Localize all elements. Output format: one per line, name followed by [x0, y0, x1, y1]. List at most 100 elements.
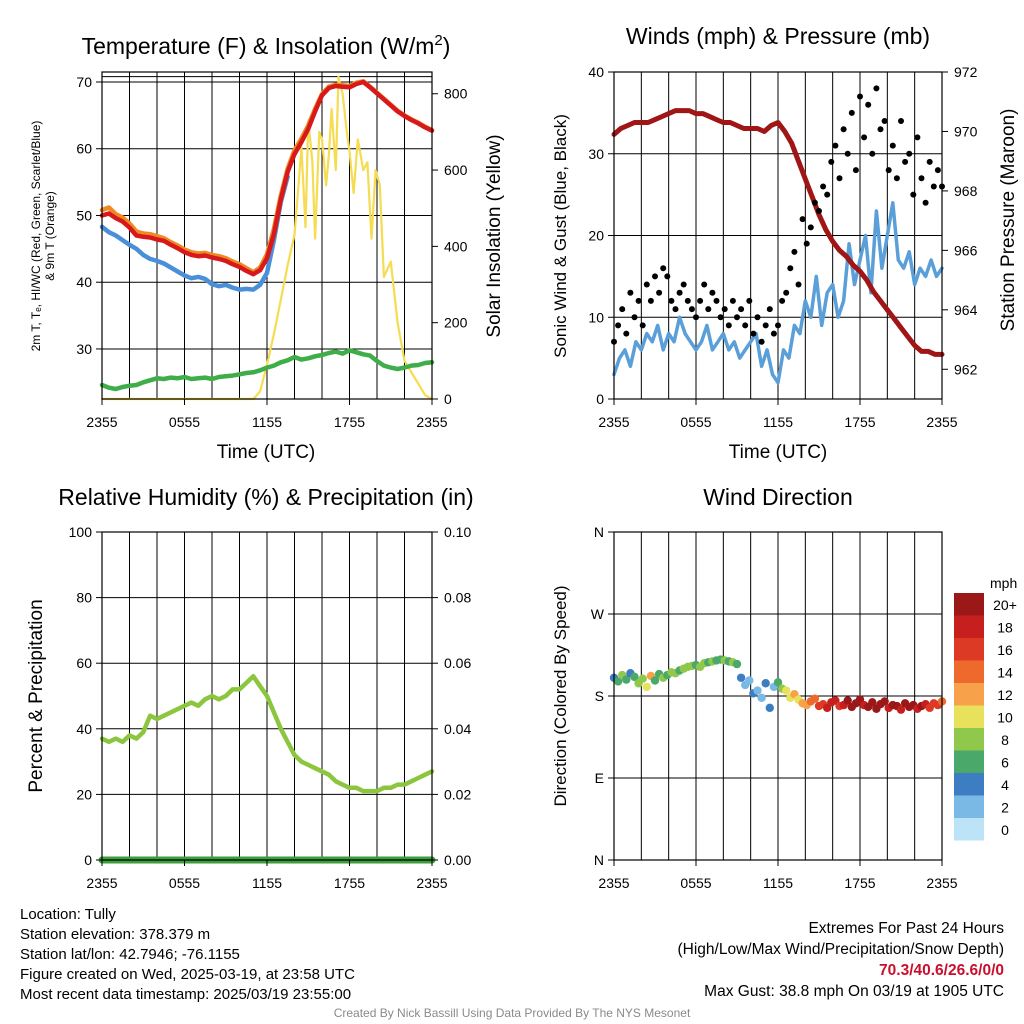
series-line-dewpoint	[99, 174, 290, 292]
colorbar-label: 6	[1001, 755, 1009, 771]
series-line-sonic_wind	[612, 201, 944, 385]
y-tick-label: 10	[588, 309, 604, 325]
extremes-values: 70.3/40.6/26.6/0/0	[879, 962, 1004, 979]
x-tick-label: 2355	[86, 414, 117, 430]
point-gust	[803, 240, 810, 247]
colorbar-swatch	[954, 615, 984, 638]
colorbar-swatch	[954, 593, 984, 616]
x-tick-label: 1155	[252, 875, 282, 891]
direction-point	[868, 698, 877, 707]
temperature-series	[99, 75, 435, 401]
point-gust	[742, 322, 749, 329]
colorbar-label: 12	[997, 687, 1013, 703]
extremes-subtitle: (High/Low/Max Wind/Precipitation/Snow De…	[677, 941, 1005, 958]
y-tick-label: 100	[69, 524, 93, 540]
point-gust	[738, 306, 745, 313]
point-gust	[746, 297, 753, 304]
point-gust	[627, 289, 634, 296]
y-tick-label: 60	[76, 141, 92, 157]
point-gust	[807, 224, 814, 231]
point-gust	[713, 297, 720, 304]
figure-created: Figure created on Wed, 2025-03-19, at 23…	[20, 966, 355, 983]
point-gust	[754, 314, 761, 321]
x-tick-label: 1755	[844, 875, 875, 891]
point-gust	[619, 306, 626, 313]
point-gust	[885, 167, 892, 174]
station-location: Location: Tully	[20, 906, 116, 923]
temperature-grid	[102, 72, 432, 399]
y-tick-label: 80	[76, 590, 92, 606]
point-gust	[816, 207, 822, 214]
temperature-axes: 2355 0555 1155 1755 2355 30 40 50 60 70 0 200 400 600…	[76, 71, 468, 430]
x-tick-label: 0555	[680, 414, 711, 430]
wind-direction-panel: Wind Direction 2355 0555 1155 1755 2355 N E S W N…	[551, 484, 1017, 891]
direction-point	[765, 703, 774, 713]
direction-point	[761, 679, 770, 688]
colorbar-swatch	[954, 683, 984, 706]
speed-colorbar: mph 20+ 18 16 14 12 10 8 6 4 2 0	[954, 575, 1017, 841]
winds-x-label: Time (UTC)	[729, 442, 828, 463]
point-gust	[787, 265, 794, 272]
credit-line: Created By Nick Bassill Using Data Provi…	[333, 1006, 691, 1020]
y-tick-label: W	[591, 606, 605, 622]
y2-tick-label: 0.06	[444, 655, 471, 671]
point-gust	[873, 85, 880, 92]
temperature-panel: Temperature (F) & Insolation (W/m2) 2355…	[29, 32, 505, 463]
y2-tick-label: 0.02	[444, 786, 471, 802]
point-gust	[647, 297, 654, 304]
y-tick-label: 40	[76, 721, 92, 737]
winds-y2-label: Station Pressure (Maroon)	[998, 109, 1019, 332]
point-gust	[762, 322, 769, 329]
y-tick-label: 40	[76, 274, 92, 290]
point-gust	[779, 297, 786, 304]
point-gust	[734, 314, 740, 321]
direction-point	[613, 677, 623, 686]
point-gust	[893, 175, 900, 182]
colorbar-title: mph	[990, 575, 1017, 591]
point-gust	[615, 322, 622, 329]
temperature-title: Temperature (F) & Insolation (W/m2)	[82, 32, 451, 59]
x-tick-label: 2355	[926, 875, 957, 891]
point-gust	[869, 150, 876, 157]
point-gust	[852, 167, 859, 174]
colorbar-label: 18	[997, 620, 1013, 636]
y2-tick-label: 0.08	[444, 590, 471, 606]
direction-point	[757, 693, 766, 703]
y2-tick-label: 800	[444, 86, 468, 102]
direction-point	[650, 676, 660, 685]
humidity-title: Relative Humidity (%) & Precipitation (i…	[58, 484, 473, 510]
direction-point	[782, 686, 791, 695]
point-gust	[729, 297, 736, 304]
x-tick-label: 1155	[252, 414, 282, 430]
point-gust	[623, 330, 630, 337]
point-gust	[902, 158, 909, 165]
point-gust	[877, 126, 884, 133]
y2-tick-label: 400	[444, 238, 468, 254]
point-gust	[832, 142, 839, 149]
point-gust	[668, 297, 675, 304]
point-gust	[672, 306, 679, 313]
x-tick-label: 0555	[169, 414, 200, 430]
point-gust	[836, 175, 843, 182]
direction-point	[622, 675, 631, 684]
x-tick-label: 1155	[763, 875, 793, 891]
y-tick-label: N	[594, 852, 604, 868]
temperature-y2-label: Solar Insolation (Yellow)	[484, 134, 505, 337]
colorbar-label: 10	[997, 710, 1013, 726]
point-gust	[701, 281, 708, 288]
point-gust	[922, 199, 929, 206]
y2-tick-label: 972	[954, 64, 978, 80]
direction-point	[773, 678, 783, 687]
point-gust	[840, 126, 847, 133]
point-gust	[889, 142, 896, 149]
x-tick-label: 2355	[416, 414, 447, 430]
point-gust	[824, 191, 831, 198]
point-gust	[664, 273, 671, 280]
x-tick-label: 1755	[844, 414, 875, 430]
y-tick-label: 0	[84, 852, 92, 868]
point-gust	[656, 289, 663, 296]
point-gust	[705, 306, 712, 313]
point-gust	[906, 150, 913, 157]
station-latlon: Station lat/lon: 42.7946; -76.1155	[20, 946, 240, 963]
station-elevation: Station elevation: 378.379 m	[20, 926, 211, 943]
